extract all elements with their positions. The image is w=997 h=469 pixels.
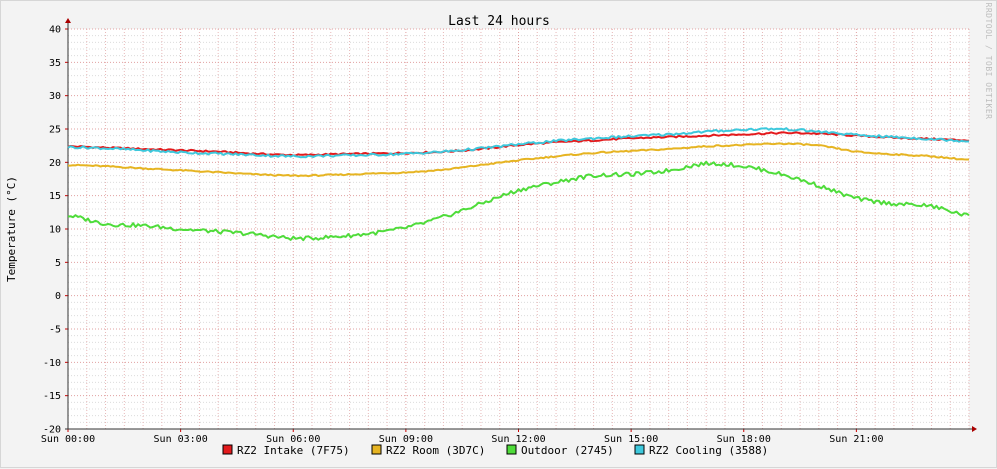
x-tick-label: Sun 00:00 xyxy=(41,434,95,445)
y-tick-label: 20 xyxy=(49,158,61,169)
y-tick-label: -5 xyxy=(49,325,61,336)
watermark: RRDTOOL / TOBI OETIKER xyxy=(984,3,993,120)
axes: -20 -15 -10 -5 0 5 10 15 20 25 30 35 40 Sun 00:00 Sun … xyxy=(41,18,977,445)
y-tick-label: 10 xyxy=(49,225,61,236)
y-axis-label: Temperature (°C) xyxy=(5,176,18,282)
chart-title: Last 24 hours xyxy=(448,14,550,29)
series-line-4 xyxy=(67,127,970,159)
y-tick-label: 30 xyxy=(49,91,61,102)
legend-swatch xyxy=(371,444,382,455)
grid-lines xyxy=(67,28,970,430)
x-tick-label: Sun 09:00 xyxy=(379,434,433,445)
y-tick-label: -15 xyxy=(43,391,61,402)
series-line-1 xyxy=(67,131,970,157)
x-tick-label: Sun 21:00 xyxy=(829,434,883,445)
legend-swatch xyxy=(506,444,517,455)
x-tick-label: Sun 12:00 xyxy=(491,434,545,445)
y-tick-label: 15 xyxy=(49,191,61,202)
y-tick-label: -10 xyxy=(43,358,61,369)
legend-label: Outdoor (2745) xyxy=(521,444,614,457)
y-tick-label: 35 xyxy=(49,58,61,69)
x-tick-label: Sun 06:00 xyxy=(266,434,320,445)
y-axis-arrow xyxy=(65,18,71,23)
y-tick-label: 25 xyxy=(49,125,61,136)
x-tick-label: Sun 18:00 xyxy=(717,434,771,445)
legend: RZ2 Intake (7F75) RZ2 Room (3D7C) Outdoor … xyxy=(222,444,768,457)
y-tick-label: 5 xyxy=(55,258,61,269)
legend-label: RZ2 Room (3D7C) xyxy=(386,444,485,457)
legend-label: RZ2 Cooling (3588) xyxy=(649,444,768,457)
y-tick-label: 40 xyxy=(49,25,61,36)
legend-swatch xyxy=(222,444,233,455)
legend-label: RZ2 Intake (7F75) xyxy=(237,444,350,457)
legend-swatch xyxy=(634,444,645,455)
x-tick-label: Sun 15:00 xyxy=(604,434,658,445)
y-tick-label: -20 xyxy=(43,425,61,436)
y-tick-label: 0 xyxy=(55,291,61,302)
x-axis-arrow xyxy=(972,426,977,432)
series-line-2 xyxy=(68,142,969,178)
series-line-3 xyxy=(67,160,970,242)
series-lines xyxy=(67,127,970,242)
x-tick-label: Sun 03:00 xyxy=(154,434,208,445)
